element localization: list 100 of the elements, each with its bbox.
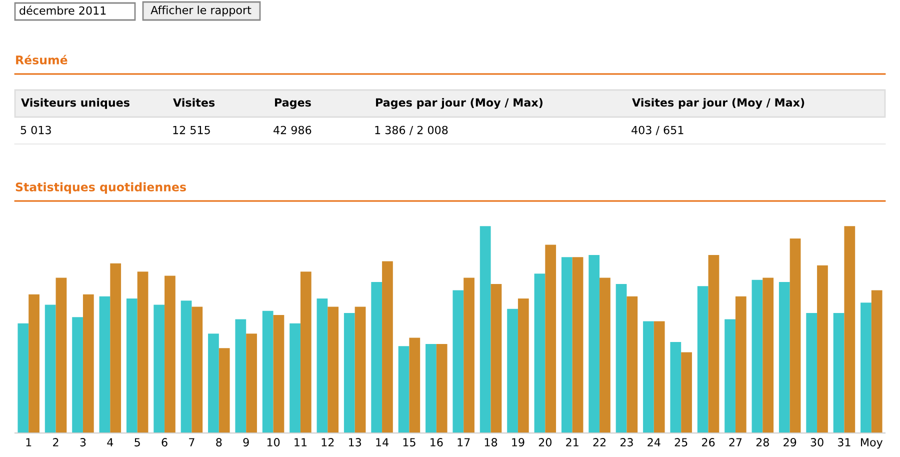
x-tick-label: 14 xyxy=(376,438,388,446)
x-tick-label: 29 xyxy=(784,438,796,446)
bar xyxy=(328,306,339,433)
bar xyxy=(382,261,393,433)
text: 1 386 / 2 008 xyxy=(375,126,448,136)
bar xyxy=(588,255,600,433)
text: 403 / 651 xyxy=(632,126,684,136)
bar xyxy=(409,338,420,433)
x-tick-label: 5 xyxy=(134,438,140,446)
x-tick-label: 15 xyxy=(403,438,416,446)
bar xyxy=(246,334,257,433)
bar xyxy=(616,284,627,433)
bar xyxy=(778,282,790,433)
bar xyxy=(790,238,801,433)
x-tick-label: 24 xyxy=(648,438,660,446)
text: décembre 2011 xyxy=(20,6,106,15)
text: Visiteurs uniques xyxy=(21,98,130,109)
bar xyxy=(164,276,176,433)
bar xyxy=(99,296,110,433)
x-tick-label: 4 xyxy=(107,438,114,446)
bar xyxy=(290,323,300,433)
x-tick-label: 11 xyxy=(294,438,307,446)
bar xyxy=(398,346,410,433)
bar xyxy=(180,300,192,433)
bar xyxy=(235,319,246,433)
bar xyxy=(300,272,312,433)
bar xyxy=(452,290,464,433)
bar xyxy=(561,257,572,433)
bar xyxy=(218,348,230,433)
bar xyxy=(490,284,502,433)
x-tick-label: 25 xyxy=(674,438,688,446)
bar xyxy=(681,352,692,433)
x-tick-label: 18 xyxy=(484,438,498,446)
bar xyxy=(545,244,556,433)
x-tick-label: 30 xyxy=(810,438,824,446)
chart-title: Statistiques quotidiennes xyxy=(16,182,186,194)
bar xyxy=(110,263,122,433)
text: 42 986 xyxy=(274,126,312,134)
bar xyxy=(643,321,654,433)
bar xyxy=(82,294,94,433)
x-tick-label: 2 xyxy=(53,438,58,446)
bar xyxy=(534,274,546,433)
bar xyxy=(426,344,436,433)
bar xyxy=(126,298,138,433)
bar xyxy=(752,280,763,433)
x-tick-label: 20 xyxy=(538,438,552,446)
bar xyxy=(436,344,448,433)
bar xyxy=(507,308,518,433)
x-tick-label: 1 xyxy=(26,438,32,446)
bar xyxy=(192,306,203,433)
text: Pages xyxy=(275,98,311,109)
bar xyxy=(137,272,148,433)
x-tick-label: 3 xyxy=(80,438,86,446)
bar xyxy=(871,290,882,433)
bar xyxy=(735,296,746,433)
text: Visites par jour (Moy / Max) xyxy=(632,98,804,109)
bar xyxy=(262,310,274,433)
text: Pages par jour (Moy / Max) xyxy=(376,98,542,109)
x-tick-label: 19 xyxy=(512,438,524,446)
bar xyxy=(724,319,736,433)
bar xyxy=(670,342,682,433)
bar xyxy=(708,255,720,433)
x-tick-label: 7 xyxy=(189,438,194,446)
x-tick-label: 9 xyxy=(243,438,249,446)
bar xyxy=(44,304,56,433)
x-tick-label: 22 xyxy=(593,438,606,446)
bar xyxy=(354,306,366,433)
bar xyxy=(518,298,529,433)
bar xyxy=(654,321,665,433)
x-tick-label: 13 xyxy=(348,438,362,446)
bar xyxy=(344,312,355,433)
text: 12 515 xyxy=(173,126,210,134)
bar xyxy=(28,294,40,433)
x-tick-label: 6 xyxy=(162,438,168,446)
bar xyxy=(72,317,83,433)
bar xyxy=(464,278,474,433)
x-tick-label: Moy xyxy=(861,438,883,449)
x-tick-label: 21 xyxy=(566,438,578,446)
x-tick-label: 12 xyxy=(322,438,334,446)
x-tick-label: 17 xyxy=(458,438,470,446)
text: Afficher le rapport xyxy=(150,6,252,16)
bar xyxy=(18,323,29,433)
x-tick-label: 26 xyxy=(702,438,715,446)
text: Résumé xyxy=(16,54,68,64)
bar xyxy=(316,298,328,433)
bar xyxy=(273,315,284,433)
bar xyxy=(154,304,165,433)
bar xyxy=(817,265,828,433)
bar xyxy=(833,312,844,433)
bar xyxy=(371,282,382,433)
bar xyxy=(572,257,584,433)
x-tick-label: 27 xyxy=(729,438,742,446)
bar xyxy=(600,278,610,433)
text: 5 013 xyxy=(20,126,51,134)
x-tick-label: 8 xyxy=(216,438,222,446)
text: Visites xyxy=(173,98,215,107)
bar xyxy=(208,334,219,433)
bar xyxy=(56,278,67,433)
x-tick-label: 10 xyxy=(267,438,280,446)
bar xyxy=(860,302,872,433)
